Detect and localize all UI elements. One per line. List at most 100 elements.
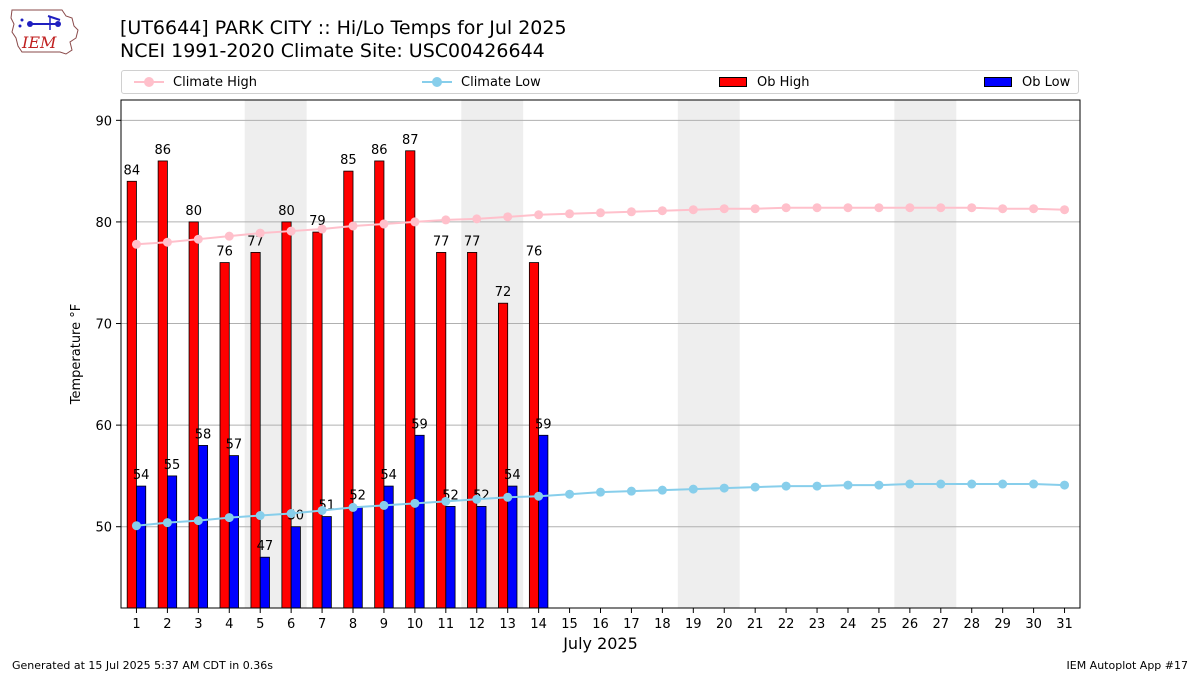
climate-high-point [843,203,853,213]
x-tick-label: 23 [809,617,826,632]
legend-item-ob-high: Ob High [719,71,810,93]
legend-label-climate-low: Climate Low [461,74,541,90]
x-tick-label: 24 [840,617,857,632]
weekend-shade [894,100,957,608]
climate-high-swatch [134,75,164,89]
ob-low-label: 54 [380,468,397,483]
climate-high-point [967,203,977,213]
y-tick-label: 50 [95,521,112,536]
logo-text: IEM [21,33,57,52]
climate-low-point [626,486,636,496]
climate-low-swatch [422,75,452,89]
ob-low-label: 59 [411,417,428,432]
x-tick-label: 25 [871,617,888,632]
ob-low-bar [414,434,425,609]
climate-high-point [626,207,636,217]
climate-low-point [688,484,698,494]
x-tick-label: 28 [963,617,980,632]
ob-low-label: 54 [504,468,521,483]
climate-low-point [472,494,482,504]
climate-low-point [224,513,234,523]
climate-low-point [967,479,977,489]
legend-item-climate-high: Climate High [134,71,257,93]
climate-high-point [905,203,915,213]
climate-low-point [657,485,667,495]
ob-high-label: 85 [340,153,357,168]
climate-high-point [596,208,605,218]
legend: Climate High Climate Low Ob High Ob Low [121,70,1079,94]
y-tick-label: 80 [95,216,112,231]
ob-high-bar [219,262,230,609]
ob-high-label: 72 [495,285,512,300]
climate-low-point [719,483,729,493]
y-tick-label: 60 [95,419,112,434]
x-tick-label: 4 [225,617,233,632]
ob-high-label: 84 [124,163,141,178]
ob-high-bar [498,302,509,609]
ob-high-swatch [719,77,747,87]
climate-low-point [565,489,575,499]
climate-low-point [410,498,420,508]
ob-low-swatch [984,77,1012,87]
x-tick-label: 27 [933,617,950,632]
ob-high-label: 76 [216,245,233,260]
ob-high-label: 77 [433,234,450,249]
climate-low-point [348,502,358,512]
ob-low-label: 54 [133,468,150,483]
climate-high-point [131,239,141,249]
climate-high-point [998,204,1008,214]
ob-high-label: 86 [371,143,388,158]
climate-low-point [379,500,389,510]
climate-high-point [255,228,265,238]
legend-label-ob-low: Ob Low [1022,74,1071,90]
y-axis-label: Temperature °F [69,304,84,405]
x-tick-label: 17 [623,617,640,632]
climate-high-point [348,221,358,231]
climate-low-point [193,516,203,526]
ob-low-bar [538,434,549,609]
ob-low-bar [352,505,363,609]
ob-low-label: 58 [195,427,212,442]
climate-low-point [905,479,915,489]
climate-high-point [286,226,296,236]
x-tick-label: 11 [438,617,455,632]
climate-high-point [162,237,172,247]
climate-low-point [781,481,791,491]
climate-low-point [162,518,172,528]
iem-logo: IEM [10,9,79,55]
legend-label-climate-high: Climate High [173,74,258,90]
chart-subtitle: NCEI 1991-2020 Climate Site: USC00426644 [120,40,545,62]
climate-high-point [472,214,482,224]
climate-low-point [874,480,884,490]
x-tick-label: 19 [685,617,702,632]
y-tick-label: 90 [95,114,112,129]
x-axis-label: July 2025 [562,634,638,653]
ob-high-label: 80 [185,204,202,219]
climate-low-point [936,479,946,489]
ob-low-bar [445,505,456,609]
ob-low-label: 47 [257,539,274,554]
climate-low-point [255,511,265,521]
ob-high-bar [157,160,168,609]
ob-high-bar [312,231,323,609]
x-tick-label: 22 [778,617,795,632]
chart-title: [UT6644] PARK CITY :: Hi/Lo Temps for Ju… [120,17,567,39]
x-tick-label: 21 [747,617,764,632]
ob-low-bar [476,505,487,609]
climate-high-point [1029,204,1039,214]
climate-high-point [565,209,575,219]
ob-high-bar [436,251,447,609]
legend-item-climate-low: Climate Low [422,71,541,93]
climate-low-point [596,487,605,497]
x-tick-label: 10 [407,617,424,632]
ob-low-bar [321,516,332,609]
x-tick-label: 29 [994,617,1011,632]
ob-high-label: 86 [154,143,171,158]
ob-low-bar [197,445,209,609]
climate-high-point [224,231,234,241]
ob-low-label: 59 [535,417,552,432]
ob-low-label: 55 [164,458,181,473]
climate-low-point [286,509,296,519]
app-credit: IEM Autoplot App #17 [1066,659,1189,672]
